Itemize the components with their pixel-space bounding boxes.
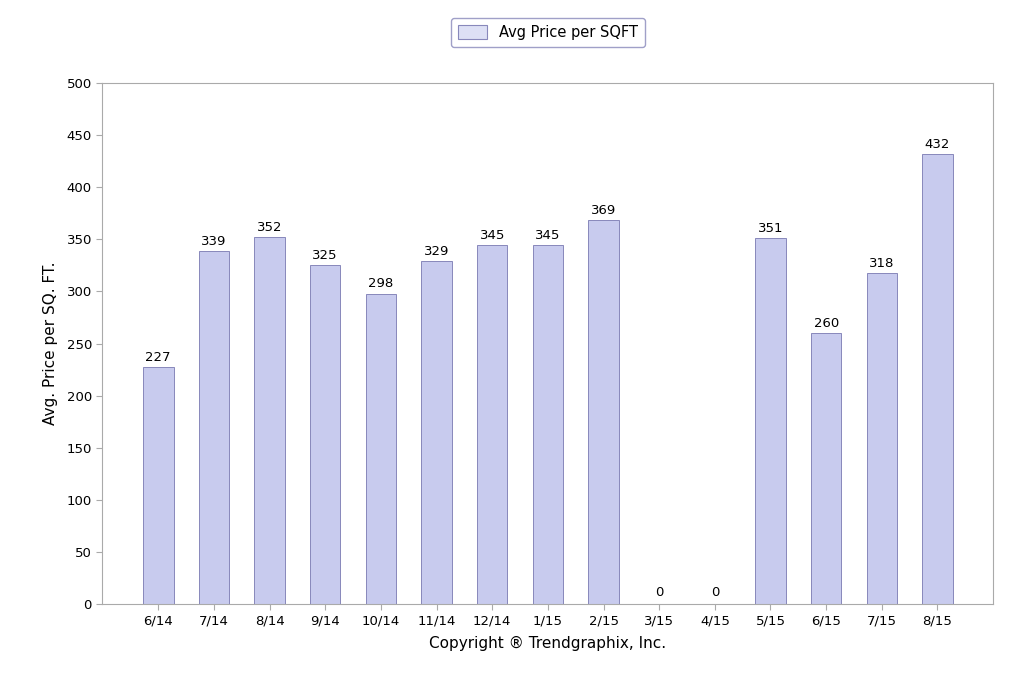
- Text: 345: 345: [536, 228, 560, 242]
- Text: 345: 345: [479, 228, 505, 242]
- Text: 432: 432: [925, 138, 950, 151]
- Bar: [421, 262, 452, 604]
- Bar: [866, 273, 897, 604]
- Text: 352: 352: [257, 221, 283, 235]
- Legend: Avg Price per SQFT: Avg Price per SQFT: [451, 18, 645, 47]
- Text: 0: 0: [655, 586, 664, 598]
- Text: 325: 325: [312, 249, 338, 262]
- Bar: [310, 266, 341, 604]
- Bar: [755, 239, 785, 604]
- Text: 369: 369: [591, 203, 616, 217]
- Text: 0: 0: [711, 586, 719, 598]
- Bar: [477, 245, 508, 604]
- Bar: [923, 154, 952, 604]
- Text: 339: 339: [201, 235, 226, 248]
- Bar: [366, 294, 396, 604]
- Text: 329: 329: [424, 245, 450, 258]
- Text: 227: 227: [145, 351, 171, 364]
- Bar: [532, 245, 563, 604]
- Text: 318: 318: [869, 257, 895, 270]
- Bar: [811, 333, 842, 604]
- Bar: [199, 251, 229, 604]
- X-axis label: Copyright ® Trendgraphix, Inc.: Copyright ® Trendgraphix, Inc.: [429, 636, 667, 650]
- Bar: [588, 220, 618, 604]
- Text: 298: 298: [369, 278, 393, 291]
- Bar: [254, 237, 285, 604]
- Text: 351: 351: [758, 222, 783, 235]
- Y-axis label: Avg. Price per SQ. FT.: Avg. Price per SQ. FT.: [43, 262, 58, 425]
- Text: 260: 260: [813, 317, 839, 330]
- Bar: [143, 368, 173, 604]
